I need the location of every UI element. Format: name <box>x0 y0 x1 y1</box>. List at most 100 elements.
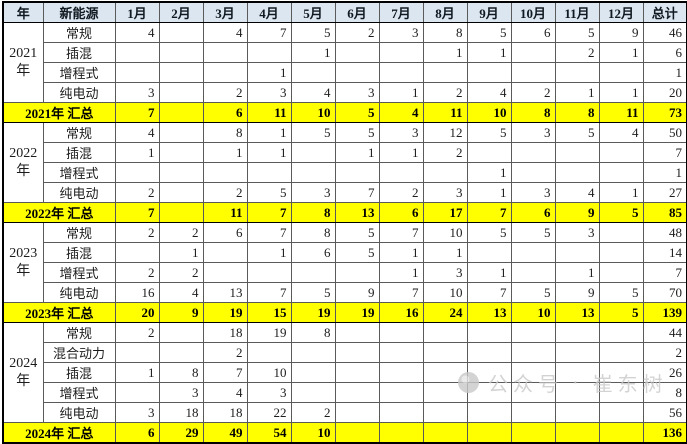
value-cell: 8 <box>202 122 248 143</box>
summary-value-cell: 19 <box>290 302 336 323</box>
value-cell: 5 <box>334 222 380 243</box>
value-cell <box>290 162 336 183</box>
summary-value-cell: 10 <box>466 102 512 123</box>
summary-value-cell: 10 <box>290 422 336 444</box>
value-cell <box>510 62 556 83</box>
category-cell: 纯电动 <box>42 82 116 103</box>
value-cell <box>510 42 556 63</box>
value-cell: 3 <box>114 402 160 423</box>
value-cell: 5 <box>510 222 556 243</box>
value-cell: 3 <box>290 182 336 203</box>
data-row: 2024年 常规 2 18 19 8 44 <box>2 322 687 423</box>
value-cell: 10 <box>422 222 468 243</box>
value-cell: 1 <box>290 42 336 63</box>
value-cell: 5 <box>246 182 292 203</box>
value-cell <box>378 162 424 183</box>
value-cell: 7 <box>246 222 292 243</box>
value-cell: 1 <box>246 242 292 263</box>
value-cell: 70 <box>642 282 687 303</box>
value-cell: 3 <box>246 382 292 403</box>
summary-value-cell: 4 <box>378 102 424 123</box>
value-cell: 1 <box>422 42 468 63</box>
value-cell: 4 <box>554 182 600 203</box>
value-cell: 2 <box>158 262 204 283</box>
value-cell <box>114 382 160 403</box>
value-cell: 6 <box>642 42 687 63</box>
value-cell <box>158 82 204 103</box>
value-cell: 3 <box>378 122 424 143</box>
data-row: 增程式 1 1 <box>3 162 687 183</box>
value-cell <box>422 322 468 343</box>
summary-label-cell: 2023年 汇总 <box>2 302 116 323</box>
value-cell: 1 <box>334 142 380 163</box>
summary-value-cell: 10 <box>510 302 556 323</box>
value-cell: 1 <box>114 362 160 383</box>
value-cell <box>202 262 248 283</box>
value-cell <box>114 342 160 363</box>
value-cell: 6 <box>202 222 248 243</box>
data-row: 插混 1 1 6 5 1 1 14 <box>3 242 687 263</box>
value-cell: 2 <box>158 222 204 243</box>
value-cell: 7 <box>246 282 292 303</box>
column-header: 8月 <box>422 1 468 23</box>
summary-value-cell <box>378 422 424 444</box>
value-cell <box>378 322 424 343</box>
value-cell <box>334 42 380 63</box>
summary-value-cell: 19 <box>334 302 380 323</box>
value-cell <box>334 382 380 403</box>
value-cell <box>598 342 644 363</box>
value-cell: 2 <box>202 182 248 203</box>
value-cell: 9 <box>598 22 644 43</box>
value-cell: 7 <box>246 22 292 43</box>
value-cell <box>290 342 336 363</box>
value-cell: 5 <box>466 22 512 43</box>
value-cell <box>466 322 512 343</box>
value-cell <box>290 62 336 83</box>
year-cell: 2023年 <box>2 222 44 303</box>
category-cell: 常规 <box>42 22 116 43</box>
value-cell: 2 <box>114 262 160 283</box>
value-cell: 5 <box>290 282 336 303</box>
summary-value-cell: 8 <box>510 102 556 123</box>
value-cell: 1 <box>378 82 424 103</box>
category-cell: 插混 <box>42 362 116 383</box>
summary-value-cell: 85 <box>642 202 687 223</box>
value-cell: 4 <box>598 122 644 143</box>
value-cell: 26 <box>642 362 687 383</box>
value-cell <box>114 42 160 63</box>
summary-value-cell: 20 <box>114 302 160 323</box>
column-header: 12月 <box>598 1 644 23</box>
category-cell: 混合动力 <box>42 342 116 363</box>
column-header: 1月 <box>114 1 160 23</box>
value-cell <box>290 142 336 163</box>
value-cell <box>510 362 556 383</box>
summary-value-cell: 13 <box>466 302 512 323</box>
value-cell <box>598 222 644 243</box>
summary-value-cell <box>422 422 468 444</box>
summary-value-cell: 19 <box>202 302 248 323</box>
value-cell: 3 <box>114 82 160 103</box>
value-cell <box>114 62 160 83</box>
summary-value-cell: 11 <box>422 102 468 123</box>
value-cell: 3 <box>378 22 424 43</box>
category-cell: 增程式 <box>42 382 116 403</box>
data-row: 增程式 1 1 <box>3 62 687 83</box>
summary-row: 2021年 汇总 7 6 11 10 5 4 11 10 8 8 11 73 <box>2 102 687 123</box>
summary-value-cell: 136 <box>642 422 687 444</box>
value-cell: 2 <box>554 42 600 63</box>
value-cell <box>114 242 160 263</box>
column-header: 11月 <box>554 1 600 23</box>
value-cell <box>158 322 204 343</box>
column-header: 2月 <box>158 1 204 23</box>
value-cell <box>466 242 512 263</box>
value-cell <box>334 162 380 183</box>
value-cell: 3 <box>158 382 204 403</box>
column-header: 新能源 <box>42 1 116 23</box>
value-cell <box>598 262 644 283</box>
value-cell <box>158 122 204 143</box>
data-row: 2023年 常规 2 2 6 7 8 5 7 10 5 5 3 48 <box>2 222 687 303</box>
value-cell: 3 <box>554 222 600 243</box>
value-cell: 1 <box>114 142 160 163</box>
value-cell <box>598 62 644 83</box>
value-cell: 7 <box>642 262 687 283</box>
